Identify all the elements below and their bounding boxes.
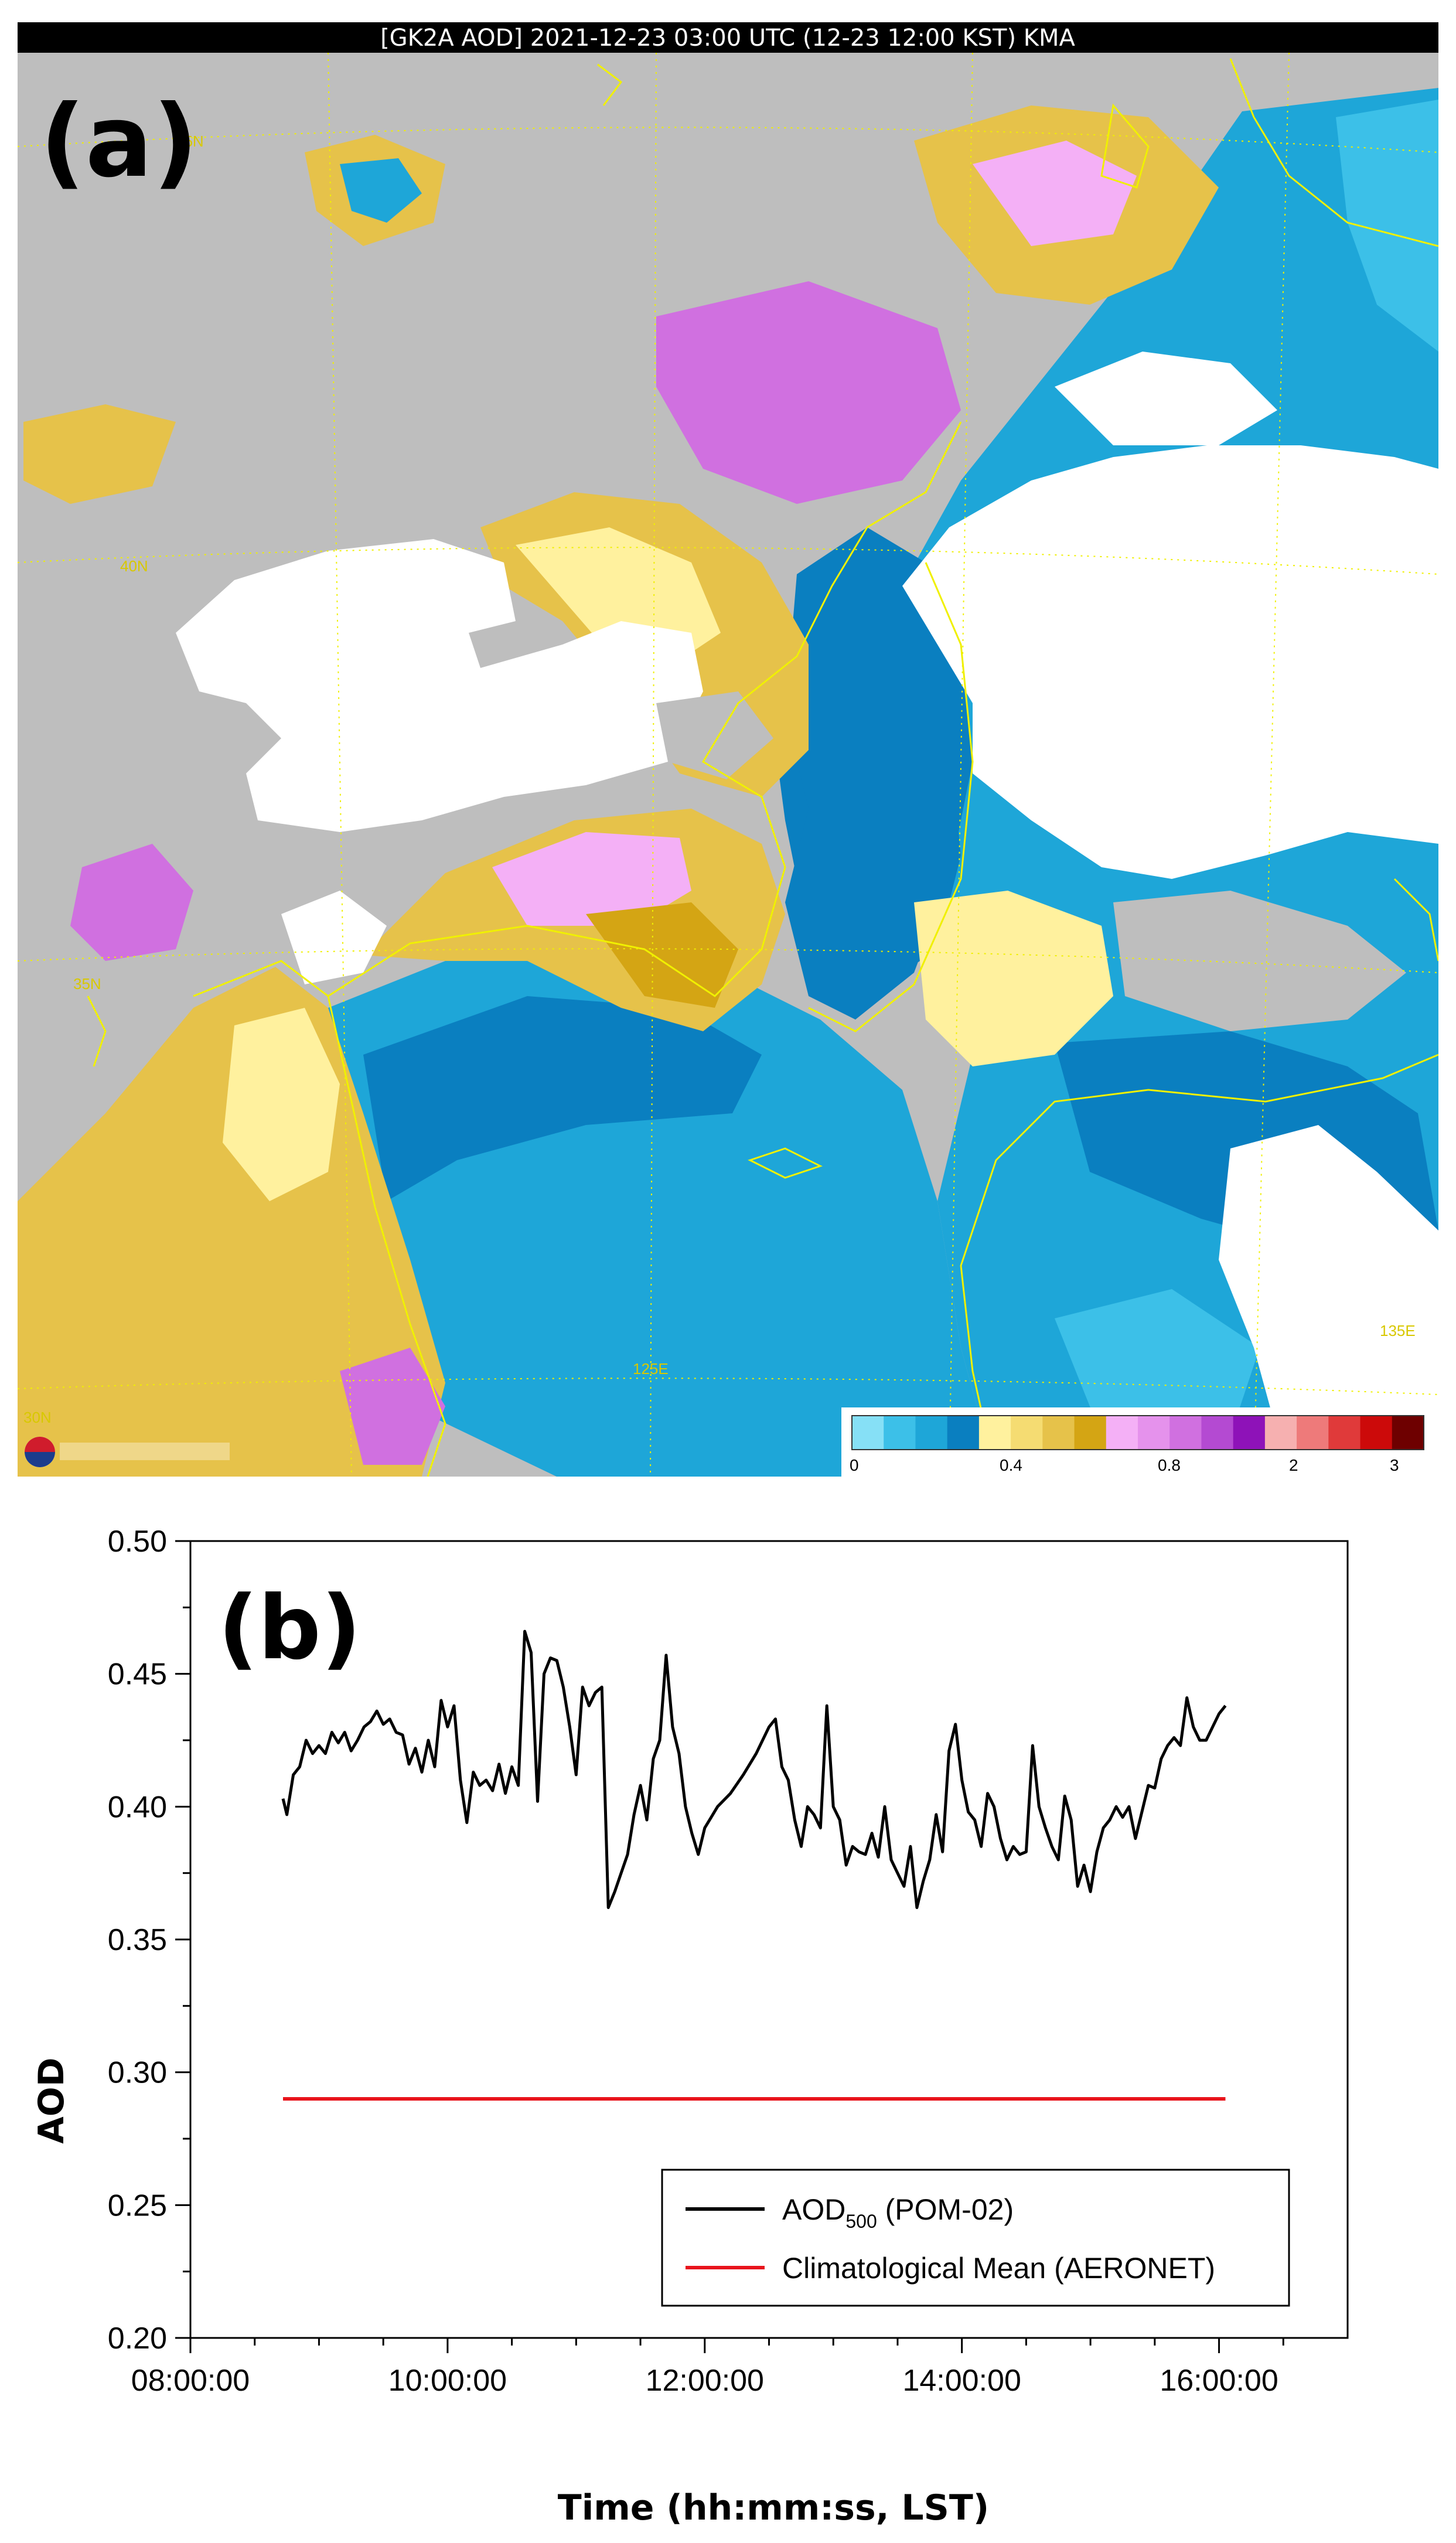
- grid-label-40n: 40N: [120, 557, 148, 575]
- grid-label-45n: 45N: [176, 132, 204, 150]
- colorbar-swatch: [1264, 1416, 1297, 1450]
- colorbar-swatch: [915, 1416, 948, 1450]
- y-tick-label: 0.45: [108, 1658, 167, 1692]
- colorbar-swatch: [947, 1416, 980, 1450]
- colorbar-swatch: [1233, 1416, 1266, 1450]
- aod-timeseries-chart: 0.20 0.25 0.30 0.35 0.40 0.45 0.50 08:00:00 10:…: [31, 1525, 1349, 2528]
- colorbar-swatch: [1106, 1416, 1138, 1450]
- map-title-bar: [18, 22, 1438, 53]
- grid-label-30n: 30N: [23, 1409, 52, 1426]
- colorbar-tick-0: 0: [850, 1456, 859, 1474]
- colorbar-swatch: [852, 1416, 884, 1450]
- grid-label-135e: 135E: [1380, 1322, 1416, 1339]
- map-title: [GK2A AOD] 2021-12-23 03:00 UTC (12-23 1…: [380, 25, 1075, 52]
- x-tick-label: 10:00:00: [388, 2364, 507, 2398]
- y-tick-label: 0.40: [108, 1790, 167, 1824]
- y-tick-label: 0.20: [108, 2322, 167, 2355]
- colorbar-tick-3: 2: [1289, 1456, 1298, 1474]
- x-axis: 08:00:00 10:00:00 12:00:00 14:00:00 16:00:00: [131, 2338, 1284, 2398]
- x-tick-label: 12:00:00: [646, 2364, 764, 2398]
- kma-logo: [25, 1437, 230, 1467]
- panel-label-b: (b): [218, 1577, 361, 1679]
- y-axis: 0.20 0.25 0.30 0.35 0.40 0.45 0.50: [108, 1525, 190, 2355]
- legend-entry-aod: AOD500 (POM-02): [782, 2193, 1014, 2232]
- colorbar-swatch: [978, 1416, 1011, 1450]
- series-line-aod500: [281, 1630, 1227, 1910]
- colorbar-swatch: [1297, 1416, 1329, 1450]
- colorbar-swatch: [1169, 1416, 1202, 1450]
- aod-map-figure: [GK2A AOD] 2021-12-23 03:00 UTC (12-23 1…: [18, 22, 1438, 1477]
- aod-map-field: [18, 53, 1438, 1477]
- colorbar-swatch: [884, 1416, 916, 1450]
- colorbar-swatch: [1328, 1416, 1361, 1450]
- chart-legend: AOD500 (POM-02) Climatological Mean (AER…: [661, 2169, 1290, 2307]
- y-tick-label: 0.25: [108, 2189, 167, 2222]
- colorbar-tick-4: 3: [1390, 1456, 1399, 1474]
- x-tick-label: 14:00:00: [902, 2364, 1021, 2398]
- x-axis-title: Time (hh:mm:ss, LST): [558, 2487, 989, 2528]
- colorbar-swatch: [1011, 1416, 1043, 1450]
- series-lines: [281, 1630, 1227, 2101]
- colorbar-swatch: [1201, 1416, 1234, 1450]
- colorbar-tick-2: 0.8: [1158, 1456, 1181, 1474]
- aod-colorbar: 0 0.4 0.8 2 3: [841, 1407, 1436, 1477]
- colorbar-swatch: [1042, 1416, 1075, 1450]
- colorbar-tick-1: 0.4: [1000, 1456, 1022, 1474]
- colorbar-swatch: [1360, 1416, 1393, 1450]
- colorbar-swatch: [1138, 1416, 1170, 1450]
- legend-entry-climatology: Climatological Mean (AERONET): [782, 2252, 1215, 2285]
- colorbar-swatch: [1074, 1416, 1107, 1450]
- grid-label-35n: 35N: [73, 975, 101, 993]
- x-tick-label: 16:00:00: [1160, 2364, 1278, 2398]
- legend-box: [661, 2169, 1290, 2307]
- panel-label-a: (a): [40, 84, 198, 200]
- y-tick-label: 0.35: [108, 1923, 167, 1957]
- colorbar-swatch: [1392, 1416, 1424, 1450]
- y-axis-title: AOD: [31, 2057, 72, 2143]
- y-tick-label: 0.50: [108, 1525, 167, 1559]
- x-tick-label: 08:00:00: [131, 2364, 250, 2398]
- grid-label-125e: 125E: [633, 1360, 669, 1378]
- y-tick-label: 0.30: [108, 2056, 167, 2090]
